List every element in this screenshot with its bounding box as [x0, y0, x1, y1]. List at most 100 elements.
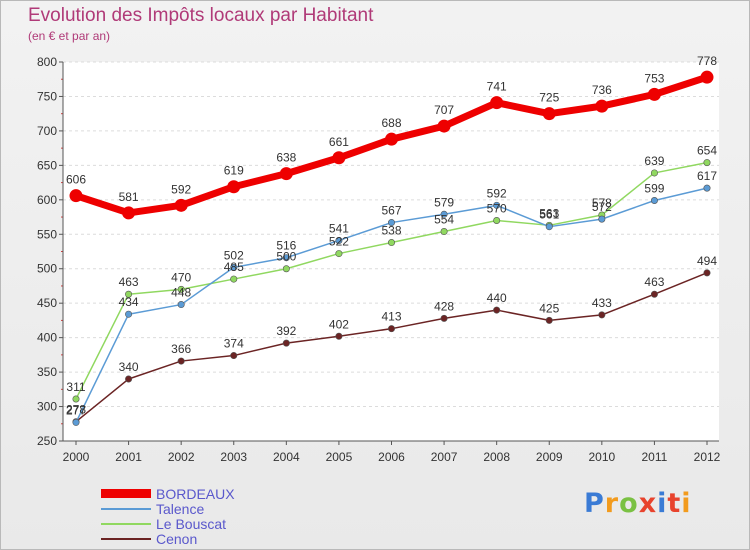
data-point — [545, 316, 553, 324]
x-tick-label: 2006 — [378, 450, 405, 464]
data-point — [69, 189, 83, 203]
logo-letter: t — [667, 488, 682, 519]
data-label: 366 — [171, 342, 191, 356]
data-point — [703, 159, 711, 167]
legend-swatch-le-bouscat — [101, 523, 151, 525]
data-point — [332, 151, 346, 165]
data-point — [177, 357, 185, 365]
legend-label-talence: Talence — [156, 501, 205, 517]
logo-letter: i — [681, 488, 692, 519]
data-label: 494 — [697, 254, 717, 268]
data-point — [545, 223, 553, 231]
logo-letter: o — [619, 488, 639, 519]
data-point — [493, 201, 501, 209]
data-label: 753 — [644, 71, 664, 85]
data-label: 578 — [592, 196, 612, 210]
data-label: 485 — [224, 260, 244, 274]
data-point — [282, 254, 290, 262]
data-label: 502 — [224, 248, 244, 262]
x-tick-label: 2011 — [642, 450, 668, 464]
data-label: 402 — [329, 317, 349, 331]
data-point — [335, 236, 343, 244]
data-point — [493, 306, 501, 314]
x-tick-label: 2003 — [220, 450, 247, 464]
data-label: 778 — [697, 54, 717, 68]
proxiti-logo: Proxiti — [584, 488, 692, 519]
data-point — [125, 310, 133, 318]
data-label: 592 — [487, 186, 507, 200]
data-point — [335, 250, 343, 258]
data-point — [177, 301, 185, 309]
data-point — [335, 332, 343, 340]
logo-letter: i — [657, 488, 668, 519]
x-tick-label: 2001 — [115, 450, 142, 464]
data-label: 567 — [381, 204, 401, 218]
data-point — [230, 352, 238, 360]
legend-label-bordeaux: BORDEAUX — [156, 486, 235, 502]
y-tick-label: 550 — [37, 227, 57, 241]
x-tick-label: 2010 — [588, 450, 615, 464]
y-tick-label: 600 — [37, 193, 57, 207]
data-label: 570 — [487, 201, 507, 215]
data-point — [177, 285, 185, 293]
data-point — [542, 107, 556, 121]
data-point — [437, 119, 451, 133]
data-label: 619 — [224, 164, 244, 178]
data-label: 500 — [276, 250, 296, 264]
legend-swatch-talence — [101, 508, 151, 510]
data-label: 736 — [592, 83, 612, 97]
y-tick-label: 300 — [37, 400, 57, 414]
data-point — [230, 275, 238, 283]
x-tick-label: 2005 — [326, 450, 353, 464]
data-point — [387, 219, 395, 227]
logo-letter: x — [638, 488, 658, 519]
data-point — [490, 96, 504, 110]
data-label: 654 — [697, 144, 717, 158]
data-point — [387, 239, 395, 247]
y-tick-label: 750 — [37, 89, 57, 103]
plot-area — [63, 62, 719, 441]
x-tick-label: 2004 — [273, 450, 300, 464]
y-tick-label: 450 — [37, 296, 57, 310]
data-point — [72, 395, 80, 403]
data-point — [650, 197, 658, 205]
data-point — [279, 167, 293, 181]
data-label: 463 — [644, 275, 664, 289]
data-point — [125, 290, 133, 298]
x-tick-label: 2000 — [63, 450, 90, 464]
data-point — [703, 184, 711, 192]
data-label: 638 — [276, 151, 296, 165]
data-label: 428 — [434, 299, 454, 313]
data-label: 425 — [539, 301, 559, 315]
logo-letter: P — [584, 488, 605, 519]
x-tick-label: 2007 — [431, 450, 458, 464]
data-label: 579 — [434, 195, 454, 209]
data-label: 725 — [539, 91, 559, 105]
legend-label-le-bouscat: Le Bouscat — [156, 516, 227, 532]
data-point — [598, 311, 606, 319]
data-label: 470 — [171, 270, 191, 284]
data-point — [385, 132, 398, 146]
data-point — [125, 375, 133, 383]
data-label: 392 — [276, 324, 296, 338]
data-point — [72, 418, 80, 426]
legend-label-cenon: Cenon — [156, 531, 198, 547]
data-point — [282, 339, 290, 347]
data-label: 311 — [66, 380, 85, 394]
data-label: 572 — [592, 200, 612, 214]
data-point — [703, 269, 711, 277]
data-label: 592 — [171, 182, 191, 196]
y-tick-label: 350 — [37, 365, 57, 379]
data-label: 448 — [171, 286, 191, 300]
data-label: 277 — [66, 403, 86, 417]
data-point — [440, 228, 448, 236]
y-tick-label: 800 — [37, 55, 57, 69]
y-tick-label: 650 — [37, 158, 57, 172]
data-label: 581 — [119, 190, 139, 204]
data-point — [647, 87, 661, 101]
x-tick-label: 2012 — [694, 450, 721, 464]
data-label: 741 — [487, 80, 507, 94]
y-tick-label: 250 — [37, 434, 57, 448]
data-point — [230, 263, 238, 271]
